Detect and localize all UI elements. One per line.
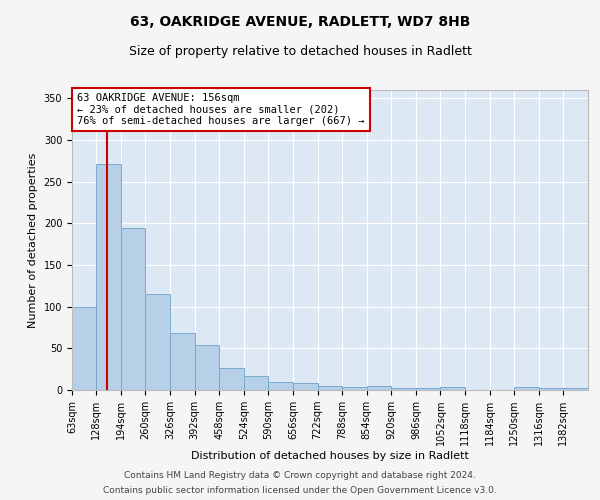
Text: Contains public sector information licensed under the Open Government Licence v3: Contains public sector information licen… xyxy=(103,486,497,495)
Bar xyxy=(145,294,170,390)
Bar xyxy=(170,334,194,390)
X-axis label: Distribution of detached houses by size in Radlett: Distribution of detached houses by size … xyxy=(191,451,469,461)
Bar xyxy=(539,388,563,390)
Bar xyxy=(416,388,440,390)
Text: Contains HM Land Registry data © Crown copyright and database right 2024.: Contains HM Land Registry data © Crown c… xyxy=(124,471,476,480)
Text: Size of property relative to detached houses in Radlett: Size of property relative to detached ho… xyxy=(128,45,472,58)
Bar xyxy=(72,306,96,390)
Text: 63 OAKRIDGE AVENUE: 156sqm
← 23% of detached houses are smaller (202)
76% of sem: 63 OAKRIDGE AVENUE: 156sqm ← 23% of deta… xyxy=(77,93,365,126)
Bar xyxy=(194,345,219,390)
Bar xyxy=(563,388,588,390)
Bar xyxy=(440,386,465,390)
Y-axis label: Number of detached properties: Number of detached properties xyxy=(28,152,38,328)
Text: 63, OAKRIDGE AVENUE, RADLETT, WD7 8HB: 63, OAKRIDGE AVENUE, RADLETT, WD7 8HB xyxy=(130,15,470,29)
Bar xyxy=(244,376,268,390)
Bar xyxy=(514,386,539,390)
Bar xyxy=(367,386,391,390)
Bar xyxy=(342,386,367,390)
Bar xyxy=(121,228,145,390)
Bar xyxy=(317,386,342,390)
Bar xyxy=(268,382,293,390)
Bar xyxy=(219,368,244,390)
Bar xyxy=(96,164,121,390)
Bar xyxy=(391,388,416,390)
Bar xyxy=(293,384,317,390)
